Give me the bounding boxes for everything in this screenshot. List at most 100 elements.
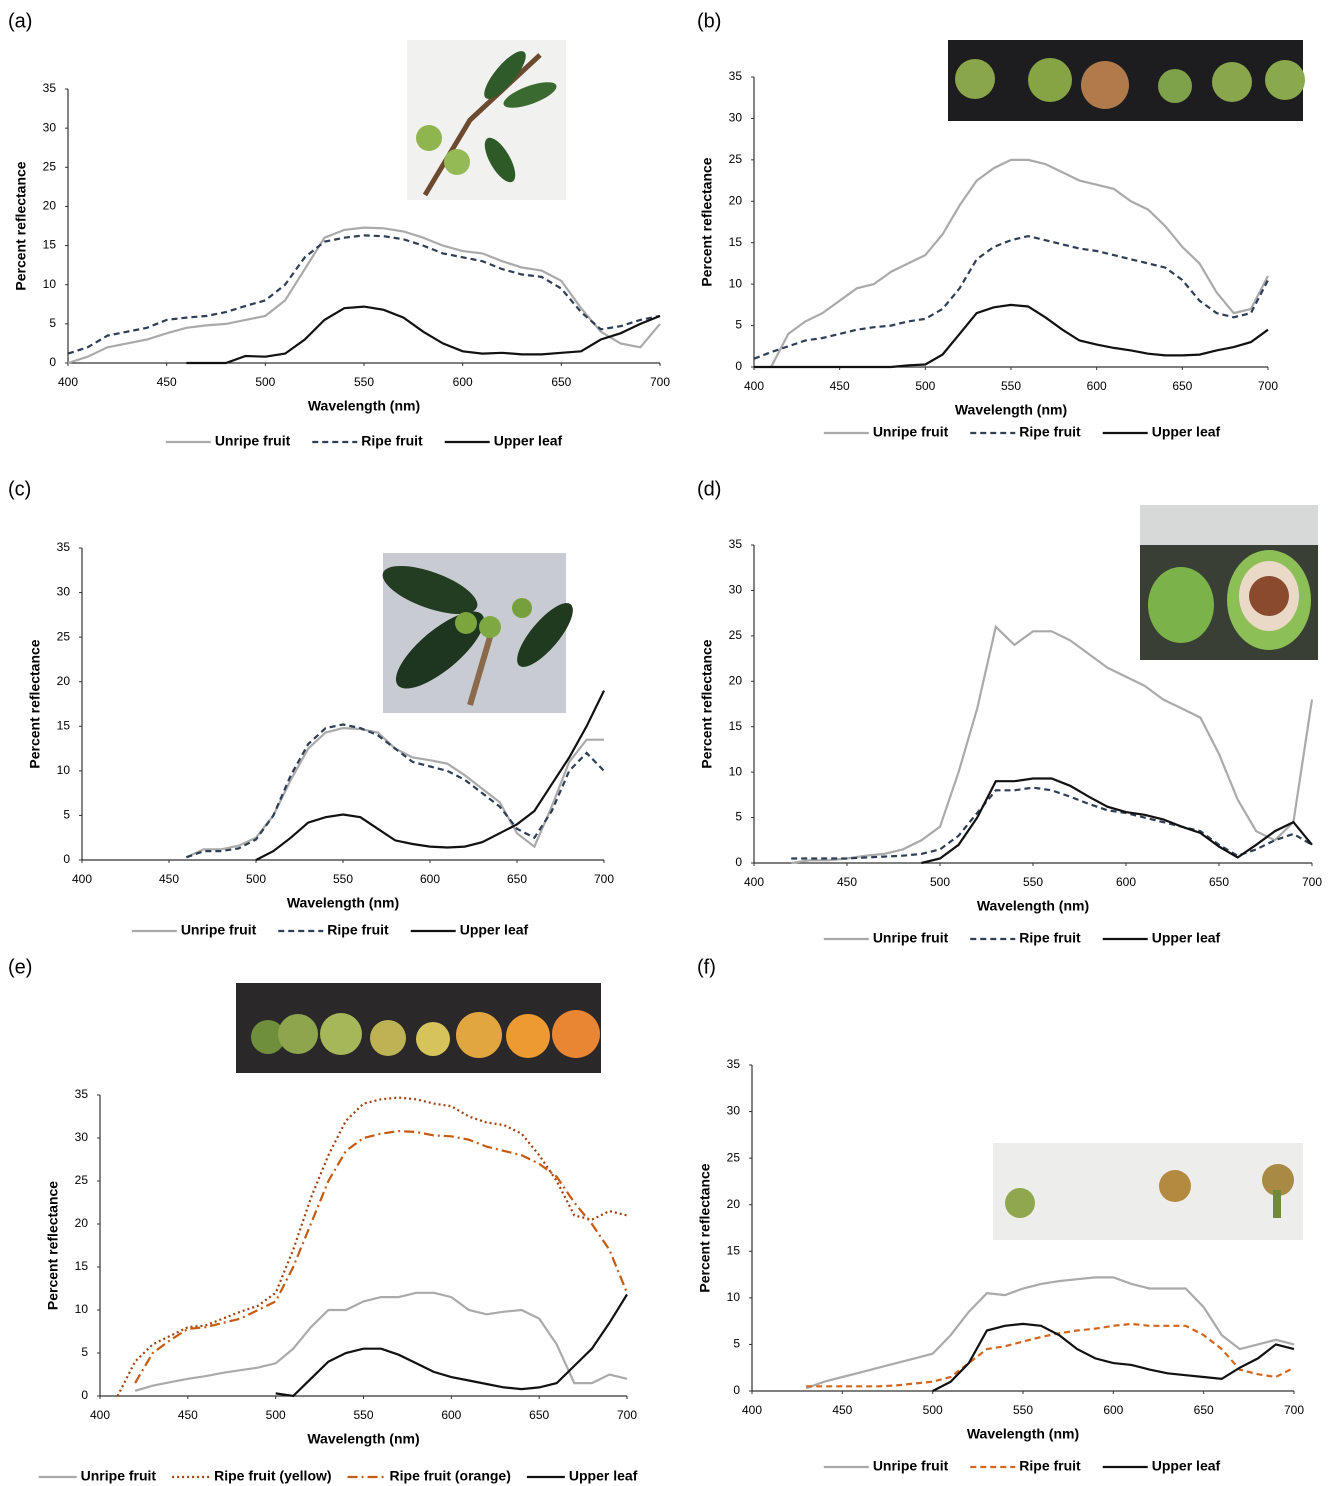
y-tick-label: 10 [729,276,743,290]
x-tick-label: 400 [58,375,78,389]
y-tick-label: 25 [729,152,743,166]
y-tick-label: 35 [727,1057,741,1071]
x-tick-label: 600 [1103,1403,1123,1417]
x-tick-label: 500 [266,1408,286,1422]
series-line [256,691,604,860]
y-tick-label: 35 [75,1087,89,1101]
y-tick-label: 15 [727,1243,741,1257]
x-tick-label: 700 [617,1408,637,1422]
x-tick-label: 450 [830,379,850,393]
y-tick-label: 35 [729,537,743,551]
y-tick-label: 20 [57,674,71,688]
photo-b [948,40,1305,121]
series-line [771,160,1268,367]
y-tick-label: 10 [729,764,743,778]
y-tick-label: 5 [735,318,742,332]
legend-label: Unripe fruit [215,433,291,449]
panel-label: (b) [697,10,721,32]
y-tick-label: 5 [735,810,742,824]
y-tick-label: 35 [57,540,71,554]
legend-label: Upper leaf [460,922,529,938]
x-tick-label: 450 [178,1408,198,1422]
series-line [118,1098,627,1396]
panel-label: (d) [697,478,721,500]
y-tick-label: 0 [81,1388,88,1402]
legend-label: Unripe fruit [181,922,257,938]
x-tick-label: 700 [594,872,614,886]
x-tick-label: 400 [72,872,92,886]
x-tick-label: 550 [1023,875,1043,889]
x-tick-label: 500 [246,872,266,886]
y-tick-label: 10 [727,1290,741,1304]
x-tick-label: 650 [551,375,571,389]
legend-label: Unripe fruit [873,1458,949,1474]
x-tick-label: 500 [930,875,950,889]
x-tick-label: 550 [333,872,353,886]
legend-label: Ripe fruit [327,922,389,938]
y-tick-label: 20 [75,1216,89,1230]
x-tick-label: 450 [837,875,857,889]
photo-a [407,40,566,200]
x-tick-label: 700 [650,375,670,389]
y-tick-label: 25 [75,1173,89,1187]
y-tick-label: 15 [75,1259,89,1273]
x-tick-label: 700 [1258,379,1278,393]
y-tick-label: 0 [49,355,56,369]
legend-label: Unripe fruit [873,424,949,440]
y-axis-label: Percent reflectance [45,1181,61,1310]
y-tick-label: 15 [729,719,743,733]
y-tick-label: 20 [729,193,743,207]
panel-label: (f) [697,956,716,978]
y-axis-label: Percent reflectance [699,157,715,286]
x-tick-label: 700 [1302,875,1322,889]
series-line [186,307,660,363]
photo-d [1140,505,1318,660]
legend-label: Ripe fruit [1019,930,1081,946]
series-line [68,228,660,363]
x-axis-label: Wavelength (nm) [955,402,1067,418]
series-line [186,725,604,858]
photo-e [236,983,601,1073]
legend-label: Ripe fruit [1019,1458,1081,1474]
y-axis-label: Percent reflectance [13,161,29,290]
legend-label: Upper leaf [1152,1458,1221,1474]
y-tick-label: 10 [75,1302,89,1316]
legend-label: Unripe fruit [81,1468,157,1484]
x-tick-label: 450 [832,1403,852,1417]
x-tick-label: 450 [157,375,177,389]
x-tick-label: 650 [1209,875,1229,889]
legend-label: Ripe fruit [361,433,423,449]
y-tick-label: 5 [49,316,56,330]
x-tick-label: 650 [1194,1403,1214,1417]
y-tick-label: 30 [727,1104,741,1118]
x-tick-label: 500 [915,379,935,393]
series-line [806,1277,1294,1388]
y-tick-label: 30 [729,111,743,125]
y-tick-label: 15 [43,238,57,252]
y-axis-label: Percent reflectance [27,639,43,768]
legend-label: Ripe fruit (orange) [390,1468,511,1484]
x-axis-label: Wavelength (nm) [307,1431,419,1447]
legend-label: Upper leaf [494,433,563,449]
photo-f [993,1143,1303,1240]
series-line [135,1131,627,1383]
x-tick-label: 650 [1172,379,1192,393]
y-tick-label: 0 [733,1383,740,1397]
y-tick-label: 30 [729,583,743,597]
x-axis-label: Wavelength (nm) [308,398,420,414]
x-tick-label: 600 [420,872,440,886]
legend-label: Upper leaf [1152,930,1221,946]
panel-label: (e) [8,956,32,978]
x-tick-label: 500 [255,375,275,389]
figure: (a)05101520253035400450500550600650700Wa… [0,0,1333,1486]
x-tick-label: 600 [1116,875,1136,889]
series-line [135,1293,627,1391]
y-tick-label: 0 [63,852,70,866]
y-tick-label: 25 [727,1150,741,1164]
y-tick-label: 30 [43,120,57,134]
y-axis-label: Percent reflectance [697,1163,713,1292]
x-tick-label: 700 [1284,1403,1304,1417]
x-axis-label: Wavelength (nm) [287,895,399,911]
y-tick-label: 30 [75,1130,89,1144]
